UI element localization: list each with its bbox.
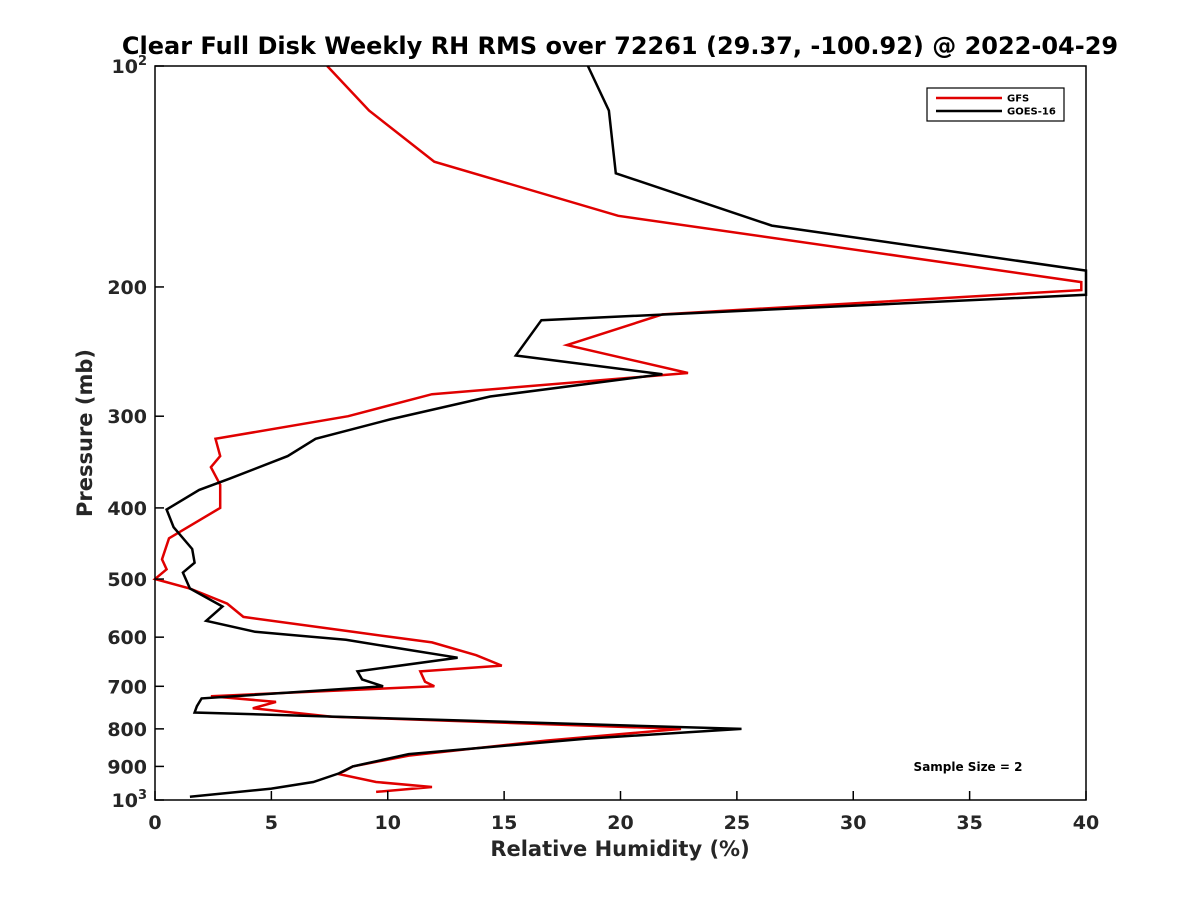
y-tick-label: 103 (112, 788, 148, 812)
x-tick-label: 10 (375, 812, 401, 834)
series-layer (152, 65, 1088, 799)
chart-title: Clear Full Disk Weekly RH RMS over 72261… (122, 32, 1118, 60)
x-axis-ticks: 0 5 10 15 20 25 30 35 40 (148, 791, 1099, 834)
x-tick-label: 5 (265, 812, 278, 834)
y-tick-label: 900 (107, 756, 147, 778)
series-line-goes-16 (165, 65, 1088, 799)
x-axis-label: Relative Humidity (%) (490, 837, 749, 861)
y-tick-label: 700 (107, 676, 147, 698)
legend-label: GOES-16 (1007, 107, 1056, 118)
y-tick-exponent: 3 (138, 788, 147, 803)
y-axis-label: Pressure (mb) (73, 349, 97, 517)
x-tick-label: 35 (956, 812, 982, 834)
legend-box (926, 87, 1065, 122)
x-tick-label: 20 (607, 812, 633, 834)
y-tick-exponent: 2 (138, 54, 147, 69)
series-line-gfs (152, 65, 1083, 794)
y-tick-label: 300 (107, 406, 147, 428)
legend-label: GFS (1007, 94, 1029, 105)
x-tick-label: 40 (1073, 812, 1099, 834)
x-tick-label: 15 (491, 812, 517, 834)
y-tick-base: 10 (112, 56, 138, 78)
legend: GFS GOES-16 (926, 87, 1065, 122)
x-tick-label: 0 (148, 812, 161, 834)
y-tick-label: 200 (107, 277, 147, 299)
y-tick-base: 10 (112, 790, 138, 812)
x-tick-label: 25 (724, 812, 750, 834)
y-tick-label: 102 (112, 54, 148, 78)
y-tick-label: 600 (107, 627, 147, 649)
y-tick-label: 500 (107, 569, 147, 591)
y-tick-label: 400 (107, 498, 147, 520)
y-tick-label: 800 (107, 719, 147, 741)
x-tick-label: 30 (840, 812, 866, 834)
sample-size-annotation: Sample Size = 2 (914, 760, 1023, 774)
